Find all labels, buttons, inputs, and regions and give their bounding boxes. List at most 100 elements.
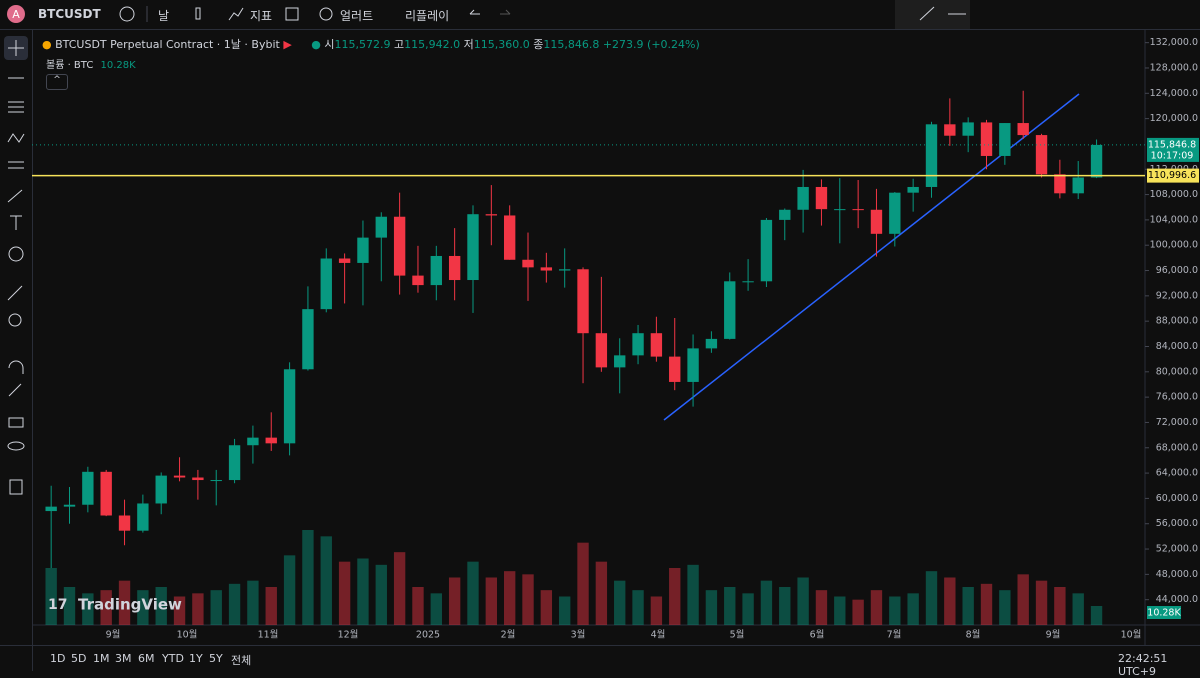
logo: ● — [42, 38, 52, 51]
redo[interactable] — [500, 9, 511, 15]
volume-bar — [82, 593, 94, 625]
y-tick-label: 108,000.0 — [1150, 189, 1198, 200]
candle-body — [852, 209, 864, 211]
last-price-box — [1147, 137, 1199, 162]
volume-bar — [210, 590, 222, 625]
candle-body — [1035, 135, 1048, 175]
volume-bar — [779, 587, 791, 625]
undo[interactable] — [469, 9, 480, 15]
candle-body — [614, 355, 626, 368]
volume-label: 볼륨 · BTC — [46, 60, 94, 71]
candle-body — [412, 275, 424, 286]
volume-bar — [1035, 580, 1048, 625]
close-value: 115,846.8 — [543, 38, 600, 51]
y-tick-label: 92,000.0 — [1156, 290, 1198, 301]
y-tick-label: 100,000.0 — [1150, 240, 1198, 251]
volume-bar — [797, 577, 809, 625]
volume-bar — [100, 590, 112, 625]
volume-bar — [870, 590, 883, 625]
volume-bar — [448, 577, 461, 625]
volume-bar — [540, 590, 553, 625]
trend-tool[interactable] — [919, 6, 935, 21]
add-symbol[interactable] — [119, 6, 135, 22]
volume-bar — [1072, 593, 1084, 625]
volume-bar — [614, 580, 626, 625]
interval[interactable]: 날 — [158, 9, 170, 23]
avatar-letter: A — [12, 8, 20, 21]
y-tick-label: 64,000.0 — [1156, 468, 1198, 479]
candle-body — [540, 267, 553, 271]
volume-bar — [577, 542, 589, 625]
y-tick-label: 52,000.0 — [1156, 544, 1198, 555]
top-toolbar: A BTCUSDT 날 지표 얼러트 리플레이 — [0, 0, 1200, 30]
volume-bar — [63, 587, 76, 625]
range-button[interactable]: 1M — [93, 652, 110, 665]
x-tick-label: 9월 — [106, 629, 121, 641]
volume-bar — [815, 590, 828, 625]
x-tick-label: 12월 — [338, 629, 359, 641]
candle-body — [448, 255, 461, 281]
x-tick-label: 9월 — [1046, 629, 1061, 641]
candle-body — [650, 333, 663, 357]
candle-body — [503, 215, 516, 260]
chart: 44,000.0 48,000.0 52,000.0 56,000.0 60,000.0… — [32, 30, 1200, 645]
range-button[interactable]: 5Y — [209, 652, 223, 665]
candle-body — [595, 333, 608, 368]
chart-type[interactable] — [195, 7, 201, 20]
indicators[interactable]: 지표 — [250, 9, 273, 23]
candle-body — [705, 338, 718, 349]
candle-body — [1017, 123, 1029, 136]
y-tick-label: 124,000.0 — [1150, 88, 1198, 99]
avatar[interactable] — [7, 5, 25, 23]
volume-tag-box — [1147, 606, 1181, 619]
range-button[interactable]: YTD — [162, 652, 184, 665]
range-button[interactable]: 전체 — [231, 654, 252, 667]
layout-icon[interactable] — [285, 7, 299, 21]
range-button[interactable]: 1D — [50, 652, 66, 665]
x-tick-label: 8월 — [966, 629, 981, 641]
volume-bar — [1090, 606, 1103, 625]
volume-bar — [980, 583, 993, 625]
volume-bar — [1017, 574, 1029, 625]
range-button[interactable]: 6M — [138, 652, 155, 665]
candle-body — [265, 437, 277, 444]
candle-body — [283, 369, 296, 444]
candle-body — [1054, 174, 1066, 194]
candle-body — [577, 269, 589, 334]
trend-line[interactable] — [663, 93, 1080, 421]
y-tick-label: 76,000.0 — [1156, 392, 1198, 403]
volume-bar — [595, 561, 608, 625]
open-label: 시 — [324, 38, 335, 51]
low-value: 115,360.0 — [473, 38, 530, 51]
symbol[interactable]: BTCUSDT — [38, 7, 101, 21]
y-tick-label: 84,000.0 — [1156, 341, 1198, 352]
volume-bar — [357, 558, 369, 625]
x-tick-label: 2025 — [416, 630, 440, 641]
volume-bar — [889, 596, 901, 625]
y-tick-label: 128,000.0 — [1150, 62, 1198, 73]
candle-body — [1072, 177, 1084, 194]
candle-body — [522, 259, 534, 268]
high-label: 고 — [394, 38, 405, 51]
candle-body — [467, 214, 479, 281]
volume-legend: 볼륨 · BTC 10.28K — [46, 56, 136, 71]
range-button[interactable]: 1Y — [189, 652, 203, 665]
volume-bar — [247, 580, 259, 625]
range-button[interactable]: 5D — [71, 652, 87, 665]
range-button[interactable]: 3M — [115, 652, 132, 665]
last-price-label: 115,846.8 — [1148, 139, 1196, 150]
replay[interactable]: 리플레이 — [405, 9, 450, 23]
candle-body — [779, 209, 791, 220]
candle-body — [228, 445, 241, 481]
collapse[interactable]: ^ — [46, 74, 68, 90]
candle-body — [907, 186, 919, 193]
candle-body — [247, 437, 259, 446]
alerts[interactable]: 얼러트 — [340, 9, 374, 23]
candle-body — [980, 122, 993, 156]
volume-bar — [503, 571, 516, 625]
candle-body — [889, 192, 901, 234]
candle-body — [944, 124, 956, 136]
volume-bar — [485, 577, 498, 625]
open-value: 115,572.9 — [334, 38, 391, 51]
